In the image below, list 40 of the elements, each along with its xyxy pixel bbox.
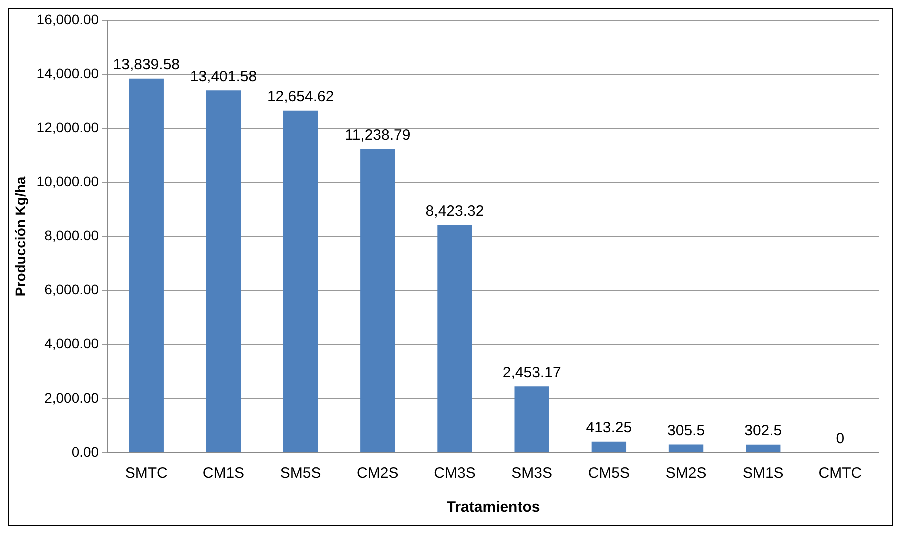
x-tick-label: CM2S: [357, 465, 399, 482]
data-label: 2,453.17: [502, 364, 562, 382]
bar: [129, 78, 164, 452]
data-label: 302.5: [744, 422, 782, 440]
data-label: 11,238.79: [345, 126, 411, 144]
data-label: 413.25: [586, 419, 632, 436]
x-tick-label: CM5S: [588, 465, 630, 482]
bar: [746, 444, 781, 452]
y-tick-label: 14,000.00: [36, 65, 100, 82]
x-tick-label: SM1S: [742, 465, 784, 482]
x-tick-label: CM3S: [434, 465, 476, 482]
y-tick-label: 8,000.00: [44, 228, 100, 244]
bar: [592, 442, 627, 452]
x-tick-label: SMTC: [125, 465, 168, 482]
x-tick-label: CMTC: [818, 465, 862, 482]
data-label: 8,423.32: [426, 202, 484, 220]
bar: [283, 110, 318, 452]
y-tick-label: 10,000.00: [36, 173, 100, 190]
bar: [438, 225, 472, 452]
y-tick-label: 12,000.00: [36, 119, 100, 136]
data-label: 13,839.58: [113, 56, 180, 74]
x-axis-title: Tratamientos: [446, 499, 540, 516]
x-tick-label: SM5S: [280, 465, 322, 482]
y-tick-label: 6,000.00: [44, 282, 100, 298]
x-tick-label: CM1S: [202, 465, 245, 482]
bar: [668, 444, 704, 452]
y-tick-label: 0.00: [72, 444, 100, 460]
y-axis-title: Producción Kg/ha: [12, 176, 28, 297]
data-label: 305.5: [667, 422, 706, 440]
data-label: 12,654.62: [267, 88, 334, 106]
data-label: 0: [836, 430, 845, 448]
bar: [360, 149, 396, 452]
data-label: 13,401.58: [190, 68, 258, 86]
x-tick-label: SM3S: [512, 465, 553, 482]
bar: [206, 90, 242, 452]
bar: [514, 386, 550, 452]
x-tick-label: SM2S: [666, 465, 707, 482]
y-tick-label: 2,000.00: [44, 390, 100, 406]
y-tick-label: 16,000.00: [36, 11, 100, 28]
y-tick-label: 4,000.00: [44, 336, 100, 352]
